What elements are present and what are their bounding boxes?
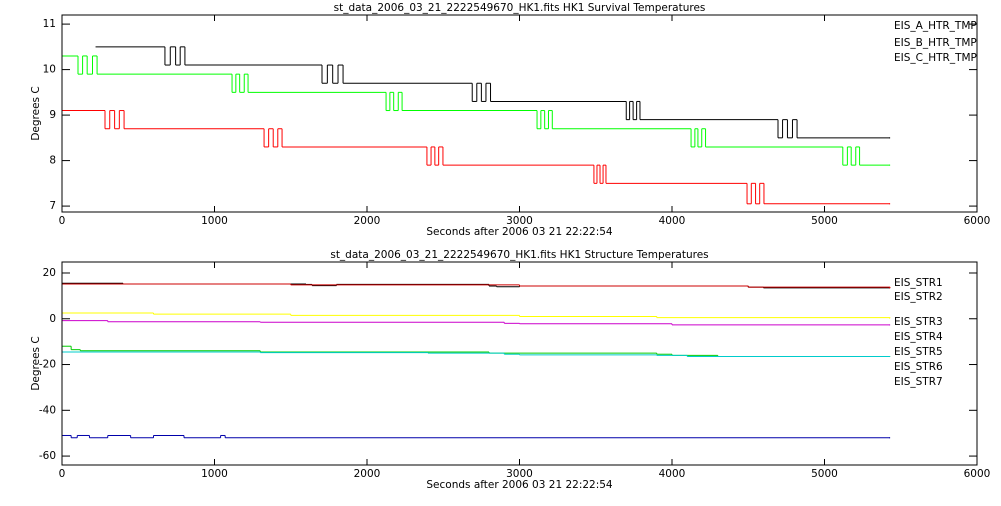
x-axis-label: Seconds after 2006 03 21 22:22:54: [426, 479, 613, 491]
plot-panel: st_data_2006_03_21_2222549670_HK1.fits H…: [30, 2, 990, 238]
x-tick-label: 3000: [506, 468, 533, 480]
y-axis-label: Degrees C: [30, 336, 42, 390]
x-tick-label: 0: [59, 215, 66, 227]
series: [62, 55, 891, 166]
y-tick-label: 20: [43, 267, 56, 279]
chart-title: st_data_2006_03_21_2222549670_HK1.fits H…: [334, 2, 706, 14]
series: [95, 46, 891, 139]
plot-panel: st_data_2006_03_21_2222549670_HK1.fits H…: [30, 249, 990, 491]
x-tick-label: 1000: [201, 215, 228, 227]
x-tick-label: 5000: [811, 468, 838, 480]
legend-label: EIS_B_HTR_TMP: [894, 37, 977, 49]
legend-label: EIS_STR6: [894, 361, 943, 373]
y-tick-label: -20: [39, 359, 56, 371]
y-tick-label: 11: [43, 18, 56, 30]
x-tick-label: 6000: [964, 468, 991, 480]
x-tick-label: 2000: [354, 468, 381, 480]
plot-frame: [61, 261, 978, 466]
x-axis-label: Seconds after 2006 03 21 22:22:54: [426, 226, 613, 238]
series: [62, 320, 891, 326]
y-tick-label: -60: [39, 450, 56, 462]
series: [62, 351, 891, 358]
y-tick-label: 7: [49, 200, 56, 212]
series: [62, 283, 891, 289]
plot-frame: [61, 14, 978, 213]
x-tick-label: 1000: [201, 468, 228, 480]
legend-label: EIS_STR7: [894, 376, 943, 388]
x-tick-label: 0: [59, 468, 66, 480]
y-tick-label: 8: [49, 155, 56, 167]
x-tick-label: 2000: [354, 215, 381, 227]
legend-label: EIS_STR5: [894, 346, 943, 358]
legend-label: EIS_C_HTR_TMP: [894, 52, 977, 64]
x-tick-label: 3000: [506, 215, 533, 227]
legend-label: EIS_STR1: [894, 277, 943, 289]
chart-title: st_data_2006_03_21_2222549670_HK1.fits H…: [330, 249, 708, 261]
x-tick-label: 4000: [659, 215, 686, 227]
series: [62, 312, 891, 319]
y-tick-label: 10: [43, 64, 56, 76]
x-tick-label: 4000: [659, 468, 686, 480]
y-tick-label: -40: [39, 404, 56, 416]
y-tick-label: 0: [49, 313, 56, 325]
x-tick-label: 6000: [964, 215, 991, 227]
legend-label: EIS_STR3: [894, 316, 943, 328]
y-tick-label: 9: [49, 109, 56, 121]
legend-label: EIS_STR4: [894, 331, 943, 343]
y-axis-label: Degrees C: [30, 86, 42, 140]
series: [62, 434, 891, 439]
series: [62, 110, 891, 205]
x-tick-label: 5000: [811, 215, 838, 227]
legend-label: EIS_STR2: [894, 291, 943, 303]
legend-label: EIS_A_HTR_TMP: [894, 20, 977, 32]
